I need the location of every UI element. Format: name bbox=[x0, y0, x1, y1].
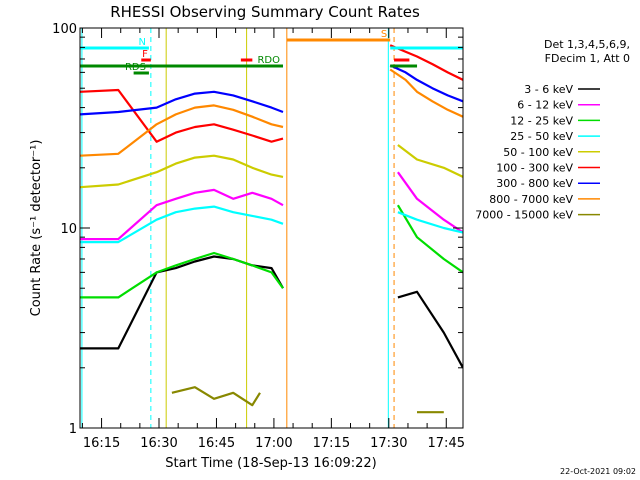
flag-rds-label: RDS bbox=[125, 62, 146, 73]
flag-bars: NF RDO RDS S bbox=[80, 29, 463, 75]
x-tick-label-17-00: 17:00 bbox=[255, 436, 292, 451]
series-300-800-kev-segment-0 bbox=[80, 90, 284, 116]
timestamp: 22-Oct-2021 09:02 bbox=[560, 467, 636, 476]
series-3-6-kev-segment-0 bbox=[80, 255, 284, 350]
plot-frame bbox=[79, 27, 464, 429]
x-axis: 16:15 16:30 16:45 17:00 17:15 17:30 17:45 bbox=[81, 28, 465, 451]
series-12-25-kev-segment-0 bbox=[80, 251, 284, 299]
legend: Det 1,3,4,5,6,9, FDecim 1, Att 0 3 - 6 k… bbox=[475, 38, 630, 222]
x-tick-label-16-45: 16:45 bbox=[198, 436, 235, 451]
series-800-7000-kev-segment-0 bbox=[80, 104, 284, 157]
series-100-300-kev-segment-0 bbox=[80, 88, 284, 143]
series-100-300-kev-segment-1 bbox=[389, 44, 463, 81]
series-25-50-kev-segment-1 bbox=[397, 211, 463, 234]
x-tick-label-17-15: 17:15 bbox=[313, 436, 350, 451]
y-tick-label-1: 1 bbox=[69, 422, 77, 437]
series-7000-15000-kev-segment-0 bbox=[171, 386, 261, 407]
series-6-12-kev-segment-1 bbox=[397, 171, 463, 234]
legend-entry-7000-15000-kev: 7000 - 15000 keV bbox=[475, 209, 573, 222]
chart-title: RHESSI Observing Summary Count Rates bbox=[110, 3, 420, 21]
y-tick-label-100: 100 bbox=[52, 22, 77, 37]
y-axis-label: Count Rate (s⁻¹ detector⁻¹) bbox=[29, 140, 44, 317]
vertical-markers bbox=[81, 28, 463, 428]
series-group bbox=[80, 44, 463, 414]
y-axis: 1 10 100 bbox=[52, 22, 463, 437]
legend-entry-6-12-kev: 6 - 12 keV bbox=[517, 99, 573, 112]
flag-s-label: S bbox=[381, 29, 387, 40]
series-25-50-kev-segment-0 bbox=[80, 205, 284, 244]
series-800-7000-kev-segment-1 bbox=[389, 68, 463, 118]
legend-header-line-2: FDecim 1, Att 0 bbox=[545, 52, 630, 65]
legend-entry-50-100-kev: 50 - 100 keV bbox=[503, 146, 573, 159]
legend-entry-100-300-kev: 100 - 300 keV bbox=[496, 162, 573, 175]
legend-entry-25-50-kev: 25 - 50 keV bbox=[510, 130, 573, 143]
flag-f-label: F bbox=[142, 49, 148, 60]
flag-n-label: N bbox=[138, 37, 145, 48]
series-3-6-kev-segment-1 bbox=[397, 290, 463, 369]
y-tick-label-10: 10 bbox=[60, 222, 77, 237]
legend-entry-800-7000-kev: 800 - 7000 keV bbox=[489, 193, 573, 206]
series-12-25-kev-segment-1 bbox=[396, 204, 463, 274]
x-tick-label-17-45: 17:45 bbox=[428, 436, 465, 451]
x-tick-label-16-30: 16:30 bbox=[140, 436, 177, 451]
x-axis-label: Start Time (18-Sep-13 16:09:22) bbox=[165, 456, 376, 471]
series-50-100-kev-segment-1 bbox=[397, 144, 463, 178]
flag-rdo-label: RDO bbox=[257, 55, 280, 66]
legend-header-line-1: Det 1,3,4,5,6,9, bbox=[544, 38, 630, 51]
legend-entry-12-25-kev: 12 - 25 keV bbox=[510, 114, 573, 127]
legend-entry-300-800-kev: 300 - 800 keV bbox=[496, 177, 573, 190]
x-tick-label-17-30: 17:30 bbox=[370, 436, 407, 451]
series-50-100-kev-segment-0 bbox=[80, 154, 284, 189]
x-tick-label-16-15: 16:15 bbox=[83, 436, 120, 451]
legend-entry-3-6-kev: 3 - 6 keV bbox=[524, 83, 573, 96]
series-6-12-kev-segment-0 bbox=[80, 188, 284, 241]
series-300-800-kev-segment-1 bbox=[389, 64, 463, 103]
